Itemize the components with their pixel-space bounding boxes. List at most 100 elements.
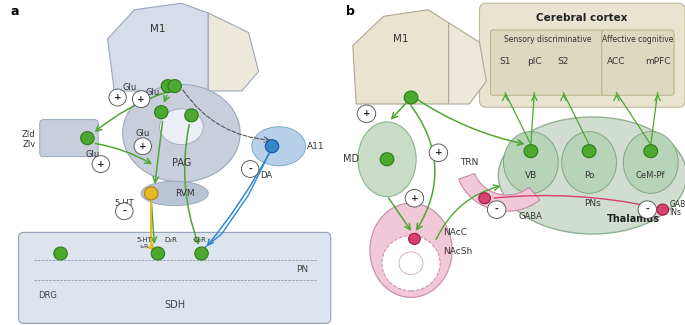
FancyBboxPatch shape <box>40 120 98 157</box>
Circle shape <box>582 145 596 158</box>
Text: ZId: ZId <box>22 130 36 139</box>
Text: pIC: pIC <box>527 57 542 66</box>
Text: ₁ₐR: ₁ₐR <box>140 244 149 249</box>
Circle shape <box>406 189 423 207</box>
Text: ZIv: ZIv <box>22 140 36 149</box>
Text: CeM-Pf: CeM-Pf <box>636 171 666 180</box>
Ellipse shape <box>141 181 208 206</box>
Text: b: b <box>346 5 355 18</box>
Text: ✦: ✦ <box>408 260 414 266</box>
Text: Sensory discriminative: Sensory discriminative <box>504 34 592 44</box>
Text: -: - <box>249 164 252 174</box>
Circle shape <box>382 236 440 291</box>
Text: Glu: Glu <box>136 129 150 138</box>
Text: PAG: PAG <box>172 158 191 167</box>
Circle shape <box>134 138 151 155</box>
Text: 5-HT: 5-HT <box>136 237 152 243</box>
Text: M1: M1 <box>393 34 408 44</box>
Ellipse shape <box>370 203 452 297</box>
Text: VB: VB <box>525 171 537 180</box>
Circle shape <box>429 144 448 162</box>
Text: ACC: ACC <box>607 57 626 66</box>
Text: SDH: SDH <box>164 301 185 310</box>
Ellipse shape <box>123 84 240 182</box>
Text: Glu: Glu <box>86 150 99 159</box>
Polygon shape <box>208 13 258 91</box>
Circle shape <box>92 156 110 173</box>
Text: -: - <box>645 205 649 214</box>
Circle shape <box>185 109 198 122</box>
Polygon shape <box>449 23 486 104</box>
FancyBboxPatch shape <box>18 232 331 323</box>
Circle shape <box>524 145 538 158</box>
Text: PN: PN <box>296 265 308 274</box>
Text: +: + <box>139 142 147 151</box>
Polygon shape <box>108 3 208 91</box>
Text: 5-HT: 5-HT <box>114 199 134 208</box>
Circle shape <box>479 193 490 204</box>
Circle shape <box>408 233 420 244</box>
Text: DA: DA <box>260 171 273 180</box>
Circle shape <box>657 204 669 215</box>
Circle shape <box>638 201 656 218</box>
Text: INs: INs <box>670 208 682 217</box>
Circle shape <box>54 247 67 260</box>
Text: -: - <box>123 207 126 216</box>
FancyBboxPatch shape <box>479 3 685 107</box>
Circle shape <box>109 89 126 106</box>
Text: GABA: GABA <box>519 212 543 221</box>
Ellipse shape <box>562 132 616 193</box>
Wedge shape <box>459 174 540 211</box>
Text: +: + <box>434 148 443 157</box>
Circle shape <box>358 105 375 123</box>
Circle shape <box>161 80 175 93</box>
Text: mPFC: mPFC <box>645 57 671 66</box>
Circle shape <box>151 247 164 260</box>
Text: Glu: Glu <box>122 83 136 92</box>
Circle shape <box>404 91 418 104</box>
Circle shape <box>380 153 394 166</box>
Text: Glu: Glu <box>146 88 160 97</box>
Text: S1: S1 <box>499 57 511 66</box>
Ellipse shape <box>252 127 306 166</box>
Circle shape <box>644 145 658 158</box>
Text: D₂R: D₂R <box>193 237 206 243</box>
Text: NAcC: NAcC <box>444 228 468 237</box>
Polygon shape <box>353 10 449 104</box>
Ellipse shape <box>503 132 558 193</box>
Circle shape <box>399 252 423 275</box>
Circle shape <box>145 187 158 200</box>
Circle shape <box>487 201 506 218</box>
Text: +: + <box>97 160 105 169</box>
Text: +: + <box>114 93 121 102</box>
Circle shape <box>242 161 259 177</box>
Text: RVM: RVM <box>175 189 195 198</box>
Text: Thalamus: Thalamus <box>607 214 660 224</box>
Circle shape <box>132 91 150 108</box>
Text: MD: MD <box>343 154 359 164</box>
Text: GABA: GABA <box>670 200 685 209</box>
Text: Affective cognitive: Affective cognitive <box>602 34 673 44</box>
Ellipse shape <box>358 122 416 197</box>
Circle shape <box>195 247 208 260</box>
Text: TRN: TRN <box>460 158 478 167</box>
Circle shape <box>168 80 182 93</box>
FancyBboxPatch shape <box>601 30 674 95</box>
Circle shape <box>265 140 279 153</box>
Text: -: - <box>495 205 499 214</box>
Text: M1: M1 <box>150 24 166 34</box>
Circle shape <box>155 106 168 119</box>
Text: +: + <box>362 109 371 118</box>
Ellipse shape <box>498 117 685 234</box>
Text: NAcSh: NAcSh <box>444 247 473 256</box>
Circle shape <box>81 132 94 145</box>
Text: a: a <box>10 5 18 18</box>
Text: A11: A11 <box>308 142 325 151</box>
Text: S2: S2 <box>558 57 569 66</box>
Text: +: + <box>137 95 145 104</box>
Text: Po: Po <box>584 171 595 180</box>
Ellipse shape <box>623 132 678 193</box>
Circle shape <box>116 203 133 220</box>
Text: +: + <box>410 194 419 203</box>
Text: DRG: DRG <box>38 291 57 300</box>
